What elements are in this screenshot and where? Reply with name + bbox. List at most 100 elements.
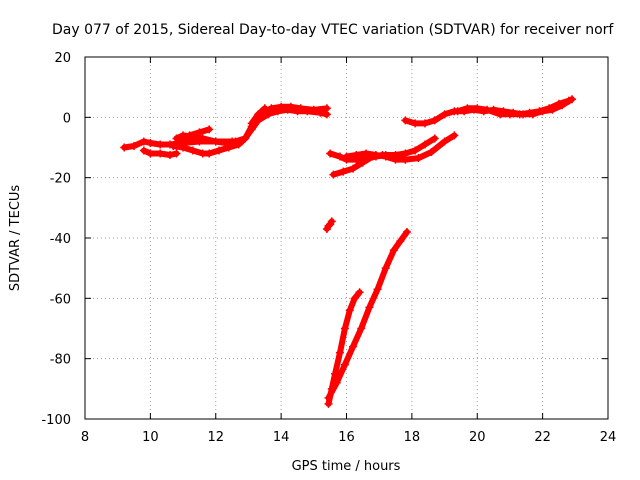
x-tick-label: 12 <box>207 430 224 445</box>
data-point <box>381 264 390 273</box>
data-point <box>358 158 367 167</box>
series-s14 <box>453 96 573 119</box>
y-tick-label: -80 <box>50 353 71 368</box>
data-point <box>453 107 462 116</box>
y-tick-label: -20 <box>50 172 71 187</box>
data-point <box>247 119 256 128</box>
data-point <box>309 105 318 114</box>
y-tick-label: 20 <box>54 51 71 66</box>
data-point <box>211 137 220 146</box>
data-point <box>241 134 250 143</box>
data-point <box>420 119 429 128</box>
series-s10 <box>322 217 336 233</box>
data-point <box>401 155 410 164</box>
series-s4 <box>169 102 331 158</box>
data-point <box>450 131 459 140</box>
data-point <box>146 149 155 158</box>
y-tick-label: -60 <box>50 292 71 307</box>
x-tick-label: 16 <box>338 430 355 445</box>
data-point <box>440 110 449 119</box>
data-point <box>195 128 204 137</box>
x-tick-label: 14 <box>273 430 290 445</box>
data-point <box>371 151 380 160</box>
series-group <box>120 95 577 408</box>
data-point <box>525 108 534 117</box>
data-point <box>505 110 514 119</box>
data-point <box>156 149 165 158</box>
series-line <box>180 126 213 143</box>
data-point <box>205 125 214 134</box>
data-point <box>324 221 333 230</box>
data-point <box>350 294 359 303</box>
data-point <box>554 99 563 108</box>
data-point <box>234 140 243 149</box>
x-tick-label: 8 <box>81 430 89 445</box>
data-point <box>414 154 423 163</box>
data-point <box>430 116 439 125</box>
data-point <box>172 149 181 158</box>
data-point <box>373 285 382 294</box>
data-point <box>342 152 351 161</box>
data-point <box>146 138 155 147</box>
x-tick-label: 18 <box>404 430 421 445</box>
data-point <box>215 146 224 155</box>
data-point <box>277 102 286 111</box>
data-point <box>185 131 194 140</box>
data-point <box>535 107 544 116</box>
data-point <box>483 105 492 114</box>
data-point <box>345 306 354 315</box>
ticks <box>84 56 609 420</box>
data-point <box>362 149 371 158</box>
data-point <box>188 146 197 155</box>
data-point <box>165 151 174 160</box>
data-point <box>340 324 349 333</box>
series-s6 <box>247 104 269 128</box>
series-s2 <box>139 146 181 160</box>
series-s12 <box>324 227 411 402</box>
data-point <box>427 148 436 157</box>
data-point <box>130 141 139 150</box>
data-point <box>402 227 411 236</box>
data-point <box>401 116 410 125</box>
data-point <box>296 104 305 113</box>
data-point <box>224 143 233 152</box>
x-tick-label: 24 <box>600 430 617 445</box>
x-axis-label: GPS time / hours <box>292 459 401 474</box>
x-tick-label: 20 <box>469 430 486 445</box>
data-point <box>179 143 188 152</box>
series-line <box>325 229 410 401</box>
y-axis-label: SDTVAR / TECUs <box>8 185 23 292</box>
data-point <box>391 155 400 164</box>
data-point <box>205 149 214 158</box>
data-point <box>329 170 338 179</box>
chart-title: Day 077 of 2015, Sidereal Day-to-day VTE… <box>52 22 614 38</box>
data-point <box>545 104 554 113</box>
data-point <box>352 151 361 160</box>
data-point <box>260 104 269 113</box>
data-point <box>349 342 358 351</box>
data-point <box>389 246 398 255</box>
x-tick-label: 10 <box>142 430 159 445</box>
data-point <box>411 119 420 128</box>
data-point <box>420 140 429 149</box>
data-point <box>365 303 374 312</box>
data-point <box>120 143 129 152</box>
data-point <box>286 102 295 111</box>
y-tick-label: -40 <box>50 232 71 247</box>
data-point <box>381 152 390 161</box>
data-point <box>396 237 405 246</box>
y-tick-labels: -100 -80 -60 -40 -20 0 20 <box>41 51 71 428</box>
grid <box>85 57 608 419</box>
data-point <box>326 149 335 158</box>
y-tick-label: 0 <box>63 111 71 126</box>
data-point <box>254 110 263 119</box>
data-point <box>339 167 348 176</box>
data-point <box>335 348 344 357</box>
data-point <box>349 164 358 173</box>
data-point <box>340 360 349 369</box>
data-point <box>496 110 505 119</box>
data-point <box>411 146 420 155</box>
data-point <box>169 141 178 150</box>
data-point <box>355 288 364 297</box>
